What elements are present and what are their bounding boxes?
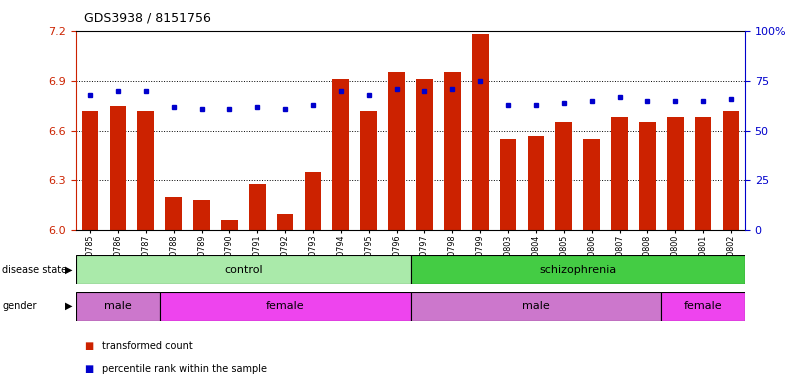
Bar <box>639 122 656 230</box>
Bar <box>410 292 662 321</box>
Text: schizophrenia: schizophrenia <box>539 265 616 275</box>
Bar <box>82 111 99 230</box>
Bar <box>723 111 739 230</box>
Bar <box>193 200 210 230</box>
Text: female: female <box>684 301 723 311</box>
Bar <box>416 79 433 230</box>
Bar <box>76 292 159 321</box>
Text: transformed count: transformed count <box>102 341 192 351</box>
Bar <box>662 292 745 321</box>
Bar <box>360 111 377 230</box>
Bar <box>611 117 628 230</box>
Bar <box>249 184 266 230</box>
Text: disease state: disease state <box>2 265 67 275</box>
Text: ■: ■ <box>84 341 94 351</box>
Text: ■: ■ <box>84 364 94 374</box>
Text: control: control <box>224 265 263 275</box>
Text: male: male <box>522 301 549 311</box>
Bar <box>165 197 182 230</box>
Bar <box>555 122 572 230</box>
Text: female: female <box>266 301 304 311</box>
Bar <box>472 34 489 230</box>
Bar <box>277 214 293 230</box>
Text: gender: gender <box>2 301 37 311</box>
Bar <box>138 111 154 230</box>
Bar <box>76 255 410 284</box>
Bar <box>388 72 405 230</box>
Text: percentile rank within the sample: percentile rank within the sample <box>102 364 267 374</box>
Bar <box>500 139 517 230</box>
Text: male: male <box>104 301 132 311</box>
Bar <box>221 220 238 230</box>
Text: ▶: ▶ <box>65 301 72 311</box>
Text: GDS3938 / 8151756: GDS3938 / 8151756 <box>84 12 211 25</box>
Bar <box>304 172 321 230</box>
Bar <box>444 72 461 230</box>
Bar <box>410 255 745 284</box>
Bar <box>110 106 127 230</box>
Bar <box>159 292 410 321</box>
Bar <box>332 79 349 230</box>
Bar <box>583 139 600 230</box>
Bar <box>694 117 711 230</box>
Text: ▶: ▶ <box>65 265 72 275</box>
Bar <box>667 117 683 230</box>
Bar <box>528 136 545 230</box>
